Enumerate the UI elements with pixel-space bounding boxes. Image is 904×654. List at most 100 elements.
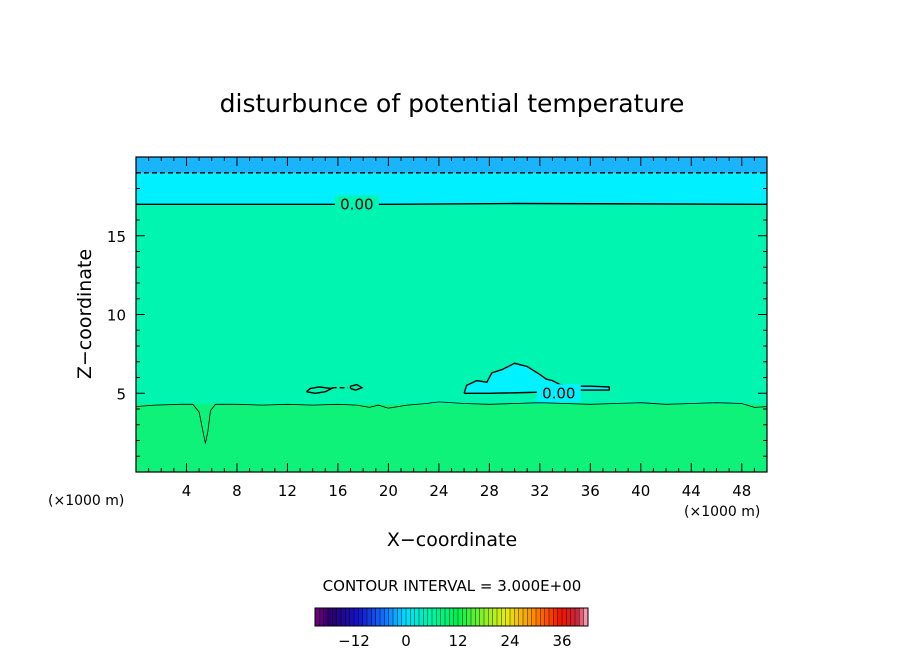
colorbar-cell	[566, 607, 572, 627]
y-axis-label: Z−coordinate	[74, 249, 96, 379]
colorbar-cell	[457, 607, 463, 627]
colorbar-cell	[544, 607, 550, 627]
colorbar-tick-labels: −12 0 12 24 36	[338, 632, 571, 650]
colorbar-cell	[431, 607, 437, 627]
colorbar-cell	[496, 607, 502, 627]
colorbar-cell	[470, 607, 476, 627]
colorbar-cell	[349, 607, 355, 627]
colorbar-cell	[462, 607, 468, 627]
colorbar-cell	[336, 607, 342, 627]
x-tick-label: 40	[631, 482, 650, 500]
field-band-0	[136, 157, 767, 174]
x-tick-label: 36	[581, 482, 600, 500]
colorbar-cell	[505, 607, 511, 627]
colorbar-cell	[358, 607, 364, 627]
colorbar-cell	[449, 607, 455, 627]
contour-label-0: 0.00	[340, 195, 373, 213]
colorbar-cell	[375, 607, 381, 627]
colorbar-cell	[392, 607, 398, 627]
colorbar-cell	[345, 607, 351, 627]
colorbar-cell	[323, 607, 329, 627]
colorbar-cell	[479, 607, 485, 627]
colorbar-cell	[332, 607, 338, 627]
colorbar-cell	[492, 607, 498, 627]
x-tick-label: 8	[232, 482, 242, 500]
contour-label-bg-1	[536, 384, 581, 403]
chart-title: disturbunce of potential temperature	[220, 89, 685, 118]
colorbar-cell	[514, 607, 520, 627]
colorbar-tick-label: 24	[500, 632, 519, 650]
x-tick-label: 32	[530, 482, 549, 500]
colorbar-cell	[427, 607, 433, 627]
field-band-1	[136, 172, 767, 205]
colorbar-cell	[561, 607, 567, 627]
colorbar-cell	[527, 607, 533, 627]
colorbar-cell	[509, 607, 515, 627]
colorbar-cell	[522, 607, 528, 627]
x-tick-label: 16	[328, 482, 347, 500]
x-axis-label: X−coordinate	[387, 529, 517, 551]
colorbar-cell	[453, 607, 459, 627]
colorbar-cell	[423, 607, 429, 627]
colorbar-cell	[535, 607, 541, 627]
colorbar-cell	[440, 607, 446, 627]
colorbar-cell	[553, 607, 559, 627]
contour-line-2	[305, 386, 334, 395]
colorbar-cell	[340, 607, 346, 627]
contour-labels: 0.00 0.00	[334, 195, 581, 403]
x-tick-labels: 4 8 12 16 20 24 28 32 36 40 44 48	[182, 482, 752, 500]
colorbar-cell	[384, 607, 390, 627]
x-tick-label: 20	[379, 482, 398, 500]
colorbar-tick-label: 36	[552, 632, 571, 650]
x-tick-label: 28	[480, 482, 499, 500]
colorbar-cell	[518, 607, 524, 627]
x-tick-label: 44	[682, 482, 701, 500]
colorbar-cell	[366, 607, 372, 627]
axis-ticks	[136, 157, 767, 472]
x-tick-label: 24	[429, 482, 448, 500]
colorbar-cell	[371, 607, 377, 627]
colorbar-cell	[436, 607, 442, 627]
field-band-2	[136, 204, 767, 405]
y-tick-label: 15	[107, 228, 126, 246]
colorbar-cell	[444, 607, 450, 627]
contour-label-bg-0	[334, 195, 379, 214]
y-tick-label: 10	[107, 307, 126, 325]
colorbar-cell	[401, 607, 407, 627]
colorbar-cell	[319, 607, 325, 627]
field-band-3	[136, 404, 767, 472]
colorbar-cell	[414, 607, 420, 627]
colorbar-cell	[475, 607, 481, 627]
colorbar-cell	[410, 607, 416, 627]
colorbar-cell	[557, 607, 563, 627]
x-tick-label: 12	[278, 482, 297, 500]
colorbar-cell	[466, 607, 472, 627]
colorbar-cell	[418, 607, 424, 627]
colorbar-cell	[362, 607, 368, 627]
colorbar-cell	[548, 607, 554, 627]
colorbar-cell	[579, 607, 585, 627]
colorbar-tick-label: −12	[338, 632, 370, 650]
colorbar-cell	[327, 607, 333, 627]
colorbar-cell	[488, 607, 494, 627]
colorbar-cell	[379, 607, 385, 627]
x-tick-label: 4	[182, 482, 192, 500]
colorbar-cell	[574, 607, 580, 627]
contour-line-3	[349, 383, 364, 391]
colorbar-cell	[540, 607, 546, 627]
colorbar-cell	[353, 607, 359, 627]
colorbar-cell	[314, 607, 320, 627]
colorbar-tick-label: 12	[448, 632, 467, 650]
x-unit-left: (×1000 m)	[48, 493, 124, 509]
x-tick-label: 48	[732, 482, 751, 500]
colorbar-cell	[405, 607, 411, 627]
y-tick-label: 5	[116, 385, 126, 403]
colorbar-cell	[397, 607, 403, 627]
colorbar-frame	[314, 607, 589, 627]
x-unit-right: (×1000 m)	[684, 504, 760, 520]
contour-line-0	[136, 202, 767, 205]
contour-label-1: 0.00	[542, 384, 575, 402]
colorbar-cell	[388, 607, 394, 627]
colorbar-tick-label: 0	[401, 632, 411, 650]
